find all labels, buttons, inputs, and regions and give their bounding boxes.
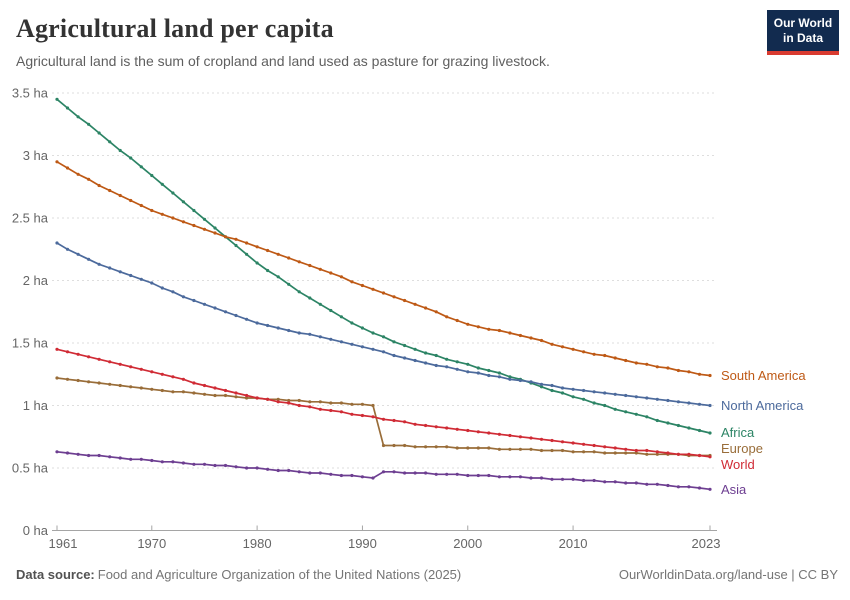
svg-text:1961: 1961 (49, 536, 78, 551)
data-source: Data source: Food and Agriculture Organiz… (16, 567, 461, 582)
svg-text:2010: 2010 (559, 536, 588, 551)
svg-text:2000: 2000 (453, 536, 482, 551)
series-line-world[interactable] (56, 348, 711, 458)
series-markers-europe (55, 376, 712, 458)
entity-label-north-america[interactable]: North America (721, 398, 804, 413)
svg-text:0.5 ha: 0.5 ha (12, 461, 49, 476)
chart-title: Agricultural land per capita (16, 14, 334, 43)
y-axis-labels: 0 ha 0.5 ha 1 ha 1.5 ha 2 ha 2.5 ha 3 ha 3.5 ha (12, 86, 49, 539)
svg-text:1980: 1980 (243, 536, 272, 551)
owid-logo[interactable]: Our World in Data (767, 10, 839, 55)
owid-logo-line2: in Data (782, 31, 823, 45)
svg-text:2 ha: 2 ha (23, 273, 49, 288)
svg-text:2.5 ha: 2.5 ha (12, 211, 49, 226)
entity-label-europe[interactable]: Europe (721, 441, 763, 456)
entity-label-africa[interactable]: Africa (721, 425, 755, 440)
data-source-text: Food and Agriculture Organization of the… (97, 567, 462, 582)
series-world (55, 347, 712, 459)
svg-text:1.5 ha: 1.5 ha (12, 336, 49, 351)
series-south-america (55, 160, 712, 378)
series-markers-south-america (55, 160, 712, 378)
series-markers-world (55, 347, 712, 459)
series-north-america (55, 241, 712, 408)
chart-footer: Data source: Food and Agriculture Organiz… (16, 567, 838, 582)
x-axis (52, 525, 717, 531)
svg-text:1990: 1990 (348, 536, 377, 551)
chart-header: Agricultural land per capita Agricultura… (16, 14, 750, 69)
svg-text:1970: 1970 (137, 536, 166, 551)
owid-logo-line1: Our World (773, 16, 833, 30)
series-markers-africa (55, 97, 712, 435)
series-markers-asia (55, 450, 712, 491)
svg-text:2023: 2023 (692, 536, 721, 551)
series-line-africa[interactable] (56, 98, 711, 434)
series-line-europe[interactable] (56, 377, 710, 457)
svg-text:3.5 ha: 3.5 ha (12, 86, 49, 101)
gridlines (52, 92, 717, 469)
entity-label-world[interactable]: World (721, 457, 755, 472)
series-africa (55, 97, 712, 435)
svg-text:3 ha: 3 ha (23, 148, 49, 163)
series-europe (55, 376, 712, 458)
license-credit[interactable]: OurWorldinData.org/land-use | CC BY (618, 567, 838, 582)
series-asia (55, 450, 712, 491)
chart-subtitle: Agricultural land is the sum of cropland… (16, 53, 550, 69)
x-axis-labels: 1961 1970 1980 1990 2000 2010 2023 (49, 536, 721, 551)
entity-labels: South America North America AfricaEuropeWo… (721, 368, 806, 497)
series-markers-north-america (55, 241, 712, 408)
data-source-label: Data source: (16, 567, 95, 582)
series-line-north-america[interactable] (56, 242, 711, 407)
svg-text:1 ha: 1 ha (23, 398, 49, 413)
svg-text:0 ha: 0 ha (23, 523, 49, 538)
entity-label-south-america[interactable]: South America (721, 368, 806, 383)
entity-label-asia[interactable]: Asia (721, 482, 747, 497)
